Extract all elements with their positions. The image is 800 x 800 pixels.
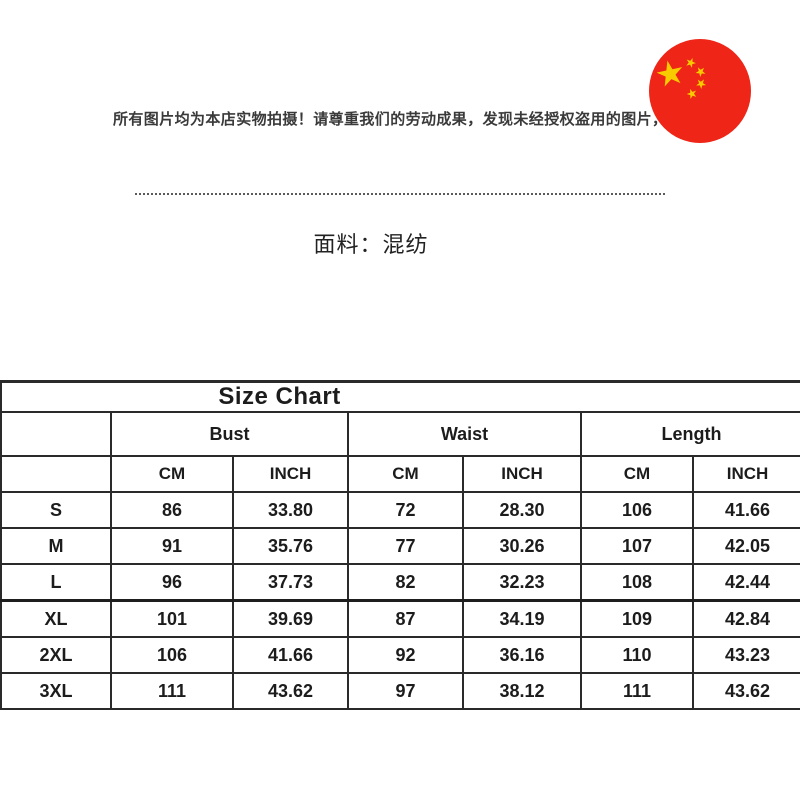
bust-inch: 35.76	[232, 527, 349, 565]
table-row-size-xl: XL 101 39.69 87 34.19 109 42.84	[0, 599, 800, 638]
unit-header-row: CM INCH CM INCH CM INCH	[0, 455, 800, 493]
waist-inch: 34.19	[462, 599, 582, 638]
waist-inch: 30.26	[462, 527, 582, 565]
table-row-size-m: M 91 35.76 77 30.26 107 42.05	[0, 527, 800, 565]
size-column-blank-header	[0, 455, 112, 493]
size-label: M	[0, 527, 112, 565]
bust-inch: 37.73	[232, 563, 349, 602]
waist-inch: 38.12	[462, 672, 582, 710]
length-inch: 41.66	[691, 491, 800, 529]
bust-inch: 39.69	[232, 599, 349, 638]
table-row-size-s: S 86 33.80 72 28.30 106 41.66	[0, 491, 800, 529]
size-chart-title: Size Chart	[0, 380, 800, 413]
length-cm: 111	[580, 672, 694, 710]
bust-inch: 33.80	[232, 491, 349, 529]
bust-cm: 111	[110, 672, 234, 710]
unit-header-inch: INCH	[462, 455, 582, 493]
size-chart-title-row: Size Chart	[0, 380, 800, 413]
size-label: S	[0, 491, 112, 529]
bust-cm: 101	[110, 599, 234, 638]
waist-cm: 87	[347, 599, 464, 638]
waist-cm: 72	[347, 491, 464, 529]
waist-cm: 82	[347, 563, 464, 602]
size-label: 2XL	[0, 636, 112, 674]
waist-inch: 32.23	[462, 563, 582, 602]
size-chart-table: Size Chart Bust Waist Length CM INCH CM …	[0, 380, 800, 710]
bust-cm: 91	[110, 527, 234, 565]
measure-group-header-row: Bust Waist Length	[0, 411, 800, 457]
length-cm: 107	[580, 527, 694, 565]
china-flag-badge: ★ ★ ★ ★ ★	[649, 39, 751, 143]
waist-inch: 28.30	[462, 491, 582, 529]
length-inch: 42.44	[691, 563, 800, 602]
bust-inch: 43.62	[232, 672, 349, 710]
table-row-size-2xl: 2XL 106 41.66 92 36.16 110 43.23	[0, 636, 800, 674]
bust-cm: 106	[110, 636, 234, 674]
bust-inch: 41.66	[232, 636, 349, 674]
unit-header-inch: INCH	[691, 455, 800, 493]
waist-cm: 92	[347, 636, 464, 674]
length-inch: 43.23	[691, 636, 800, 674]
length-inch: 42.84	[691, 599, 800, 638]
length-cm: 109	[580, 599, 694, 638]
size-column-blank-header	[0, 411, 112, 457]
size-label: 3XL	[0, 672, 112, 710]
length-cm: 108	[580, 563, 694, 602]
size-label: L	[0, 563, 112, 602]
table-row-size-3xl: 3XL 111 43.62 97 38.12 111 43.62	[0, 672, 800, 710]
waist-cm: 77	[347, 527, 464, 565]
bust-group-header: Bust	[110, 411, 349, 457]
bust-cm: 86	[110, 491, 234, 529]
anti-theft-notice-text: 所有图片均为本店实物拍摄！请尊重我们的劳动成果，发现未经授权盗用的图片，直接投	[113, 111, 714, 128]
length-inch: 43.62	[691, 672, 800, 710]
waist-cm: 97	[347, 672, 464, 710]
dotted-divider	[135, 193, 665, 195]
length-cm: 110	[580, 636, 694, 674]
fabric-info-text: 面料：混纺	[313, 232, 429, 257]
unit-header-inch: INCH	[232, 455, 349, 493]
unit-header-cm: CM	[110, 455, 234, 493]
size-label: XL	[0, 599, 112, 638]
waist-inch: 36.16	[462, 636, 582, 674]
unit-header-cm: CM	[580, 455, 694, 493]
length-group-header: Length	[579, 411, 800, 457]
unit-header-cm: CM	[347, 455, 464, 493]
table-row-size-l: L 96 37.73 82 32.23 108 42.44	[0, 563, 800, 602]
length-inch: 42.05	[691, 527, 800, 565]
waist-group-header: Waist	[347, 411, 582, 457]
length-cm: 106	[580, 491, 694, 529]
bust-cm: 96	[110, 563, 234, 602]
